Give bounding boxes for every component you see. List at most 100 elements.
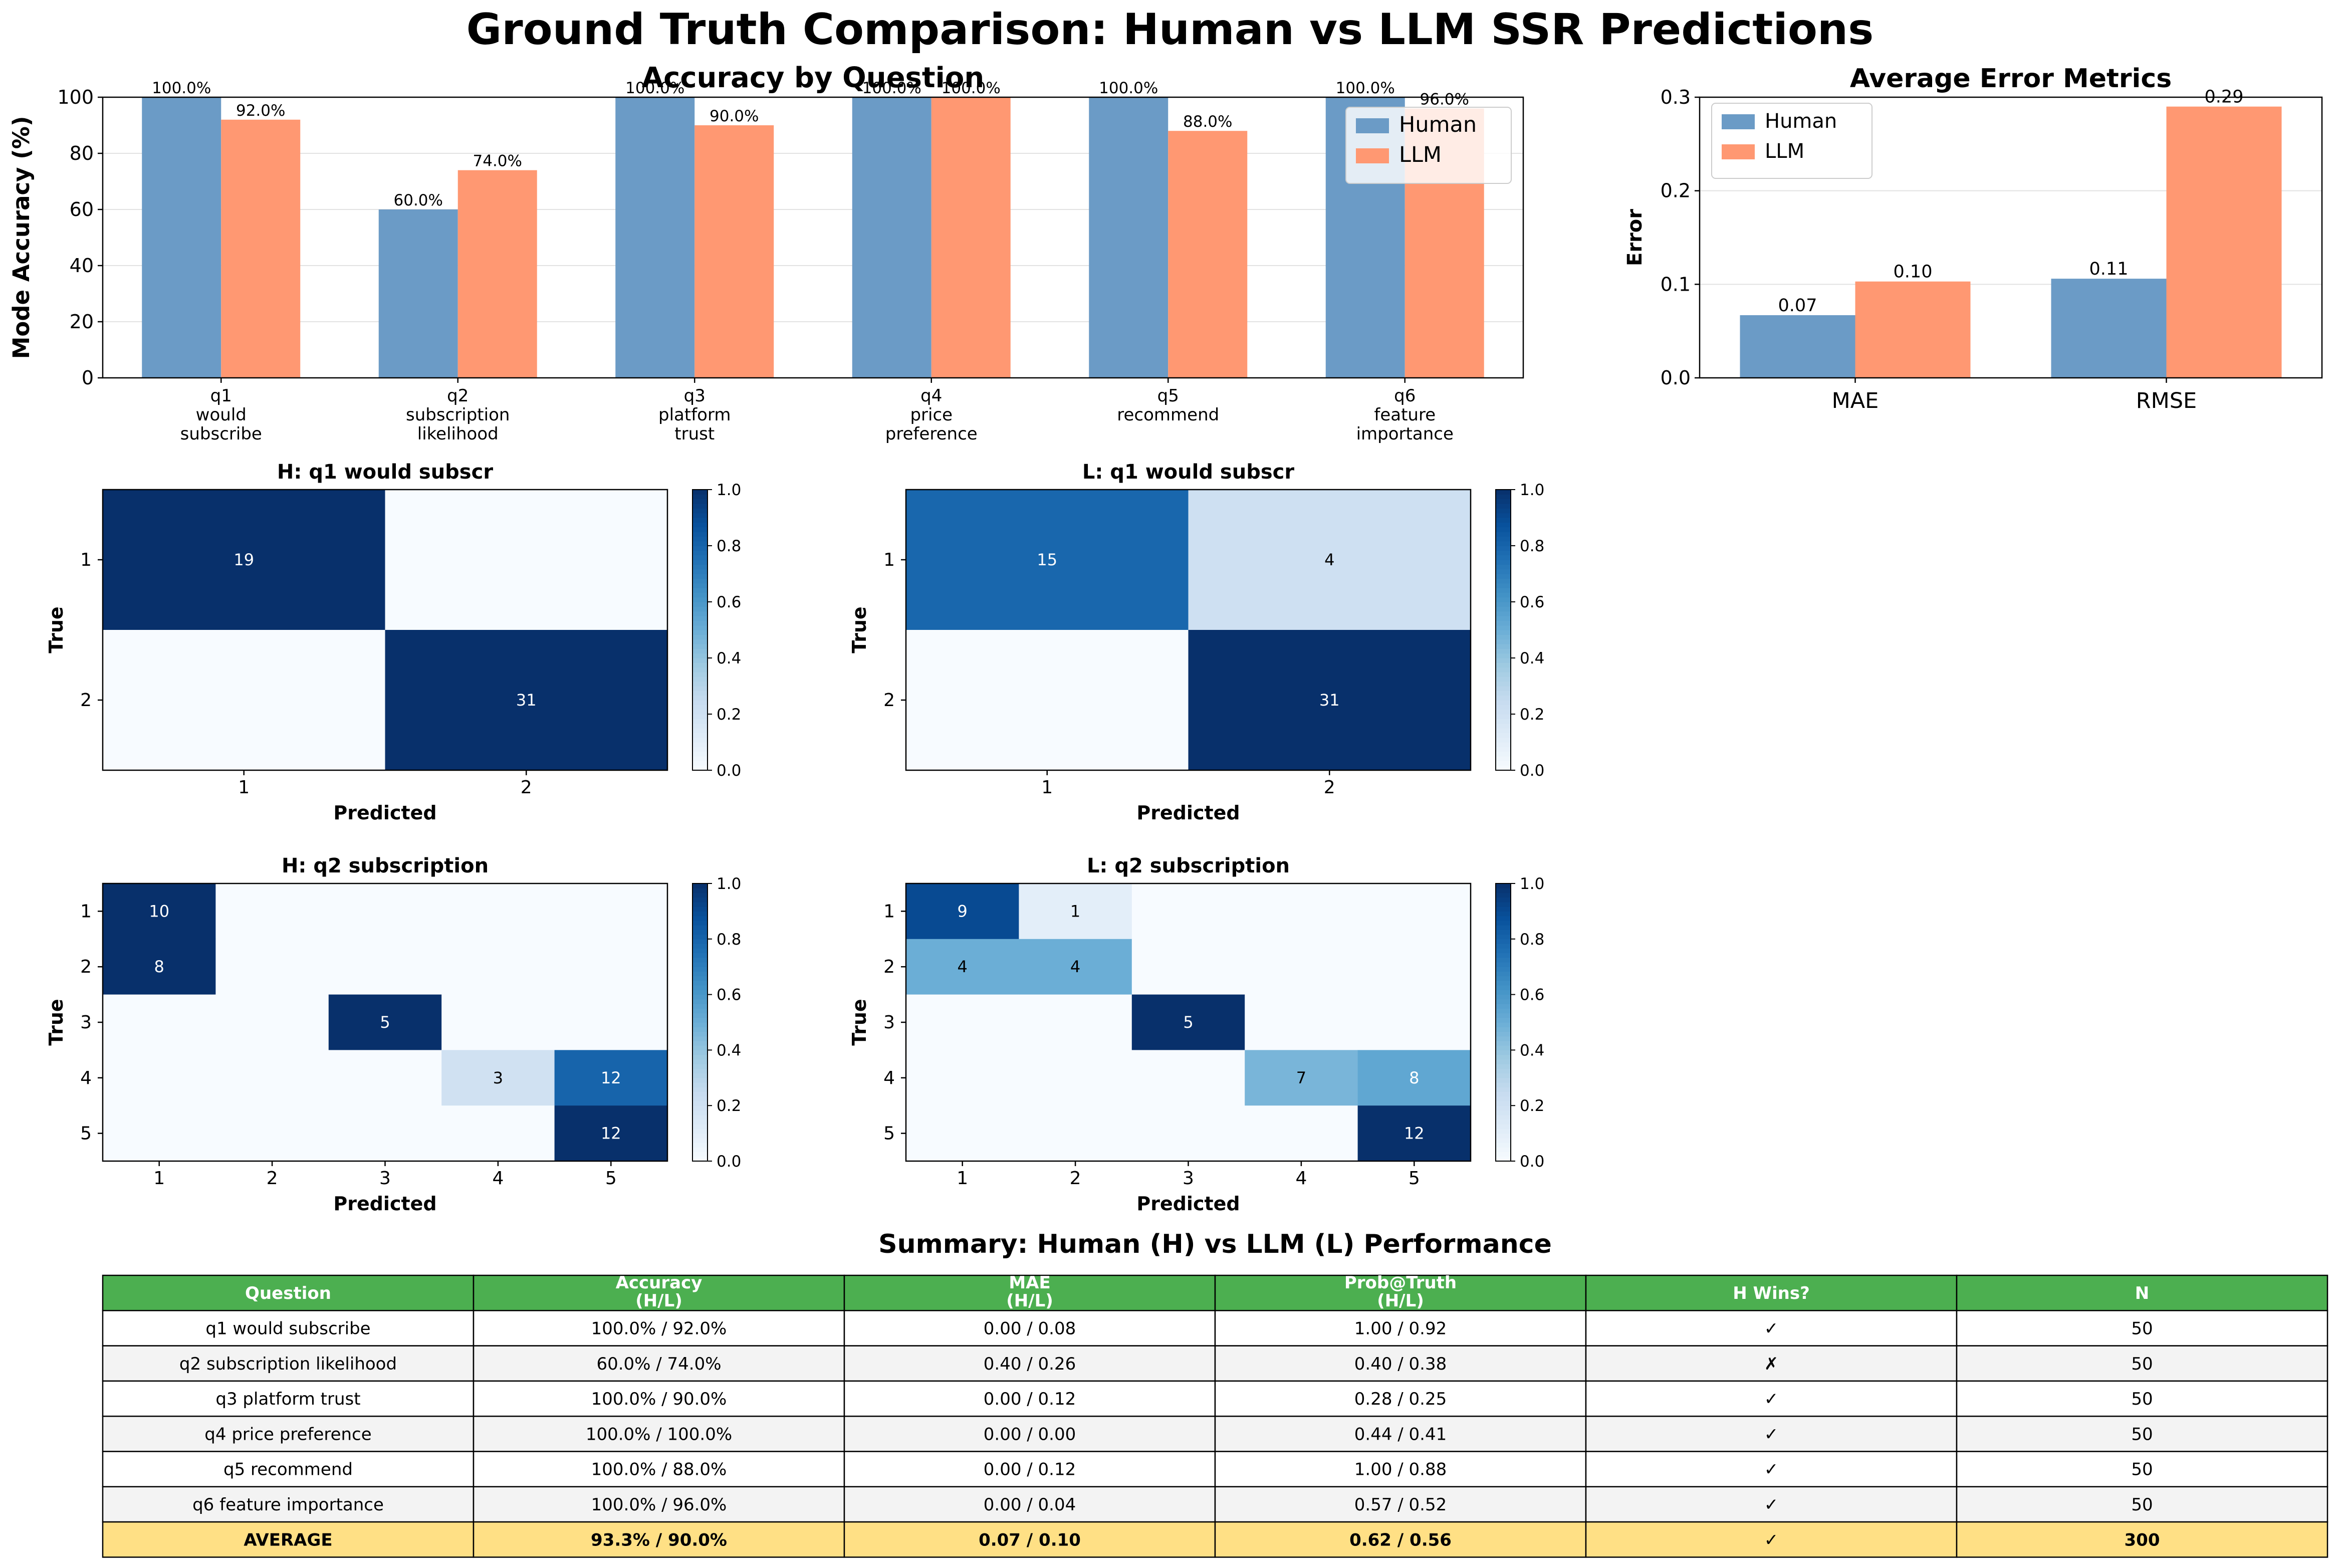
bar-human — [2051, 279, 2167, 378]
cell-value: 1 — [1070, 902, 1080, 921]
cell-value: 4 — [1324, 550, 1334, 569]
average-cell — [843, 1521, 1216, 1558]
table-cell — [473, 1310, 845, 1347]
colorbar-segment — [692, 962, 708, 967]
heatmap-cell — [441, 1105, 555, 1162]
x-tick-label: 4 — [1295, 1168, 1307, 1189]
colorbar-segment — [1496, 522, 1511, 528]
figure-title: Ground Truth Comparison: Human vs LLM SS… — [466, 5, 1874, 55]
colorbar-segment — [692, 980, 708, 986]
x-tick-label: recommend — [1117, 405, 1219, 425]
cell-value: 100.0% / 90.0% — [591, 1389, 727, 1409]
colorbar-segment — [1496, 1119, 1511, 1125]
table-cell — [1956, 1451, 2328, 1488]
colorbar-segment — [692, 1045, 708, 1050]
x-tick-label: q1 — [210, 386, 232, 406]
y-axis-label: True — [45, 999, 67, 1045]
colorbar-segment — [1496, 677, 1511, 682]
colorbar-segment — [1496, 602, 1511, 607]
heatmap-cell — [554, 1105, 668, 1162]
colorbar-segment — [1496, 994, 1511, 1000]
colorbar-segment — [692, 1082, 708, 1087]
header-label: H Wins? — [1733, 1283, 1810, 1303]
header-label: Accuracy — [616, 1273, 703, 1293]
colorbar-segment — [692, 611, 708, 616]
table-cell — [1585, 1380, 1958, 1417]
bar-human — [615, 97, 695, 378]
heatmap-cell — [906, 994, 1019, 1050]
colorbar-segment — [692, 1129, 708, 1134]
x-tick-label: trust — [674, 424, 715, 444]
cell-value: 1.00 / 0.92 — [1354, 1318, 1447, 1338]
colorbar-segment — [1496, 747, 1511, 752]
x-tick-label: feature — [1374, 405, 1436, 425]
header-cell — [1214, 1274, 1587, 1311]
colorbar-segment — [1496, 1064, 1511, 1069]
colorbar-segment — [1496, 948, 1511, 954]
colorbar-segment — [692, 1073, 708, 1078]
colorbar-segment — [1496, 892, 1511, 898]
colorbar-segment — [692, 976, 708, 981]
data-label: 100.0% — [1099, 79, 1158, 97]
heatmap-cell — [1245, 1050, 1358, 1106]
heatmap-frame — [102, 489, 668, 771]
data-label: 74.0% — [473, 152, 522, 170]
x-tick-label: 2 — [521, 777, 532, 798]
colorbar-segment — [692, 1059, 708, 1064]
heatmap-cell — [215, 994, 329, 1050]
colorbar-segment — [1496, 1110, 1511, 1115]
colorbar-label: 0.4 — [717, 649, 741, 667]
colorbar-segment — [692, 616, 708, 621]
colorbar-segment — [1496, 700, 1511, 705]
colorbar-label: 0.6 — [1520, 986, 1544, 1004]
colorbar-segment — [692, 709, 708, 715]
colorbar-segment — [692, 883, 708, 888]
colorbar-segment — [1496, 592, 1511, 598]
average-cell — [1956, 1521, 2328, 1558]
average-value: 0.07 / 0.10 — [979, 1530, 1081, 1550]
colorbar-label: 0.4 — [1520, 649, 1544, 667]
cell-value: ✓ — [1764, 1424, 1779, 1444]
colorbar-segment — [1496, 1050, 1511, 1055]
colorbar-segment — [692, 761, 708, 766]
cell-value: 0.00 / 0.12 — [984, 1460, 1076, 1480]
colorbar-segment — [692, 1138, 708, 1143]
table-cell — [102, 1486, 475, 1523]
heatmap-cell — [1245, 883, 1358, 940]
table-cell — [1956, 1415, 2328, 1452]
y-tick-label: 40 — [70, 255, 94, 277]
data-label: 0.07 — [1778, 296, 1817, 316]
table-cell — [843, 1486, 1216, 1523]
colorbar-segment — [692, 1096, 708, 1101]
heatmap-cell — [1188, 630, 1471, 771]
colorbar-segment — [692, 546, 708, 551]
heatmap-cell — [1019, 1105, 1132, 1162]
cell-value: q6 feature importance — [192, 1495, 384, 1515]
colorbar-label: 0.4 — [1520, 1041, 1544, 1059]
colorbar-segment — [1496, 494, 1511, 500]
cell-value: 0.00 / 0.12 — [984, 1389, 1076, 1409]
colorbar-segment — [1496, 1059, 1511, 1064]
header-cell — [473, 1274, 845, 1311]
colorbar-segment — [1496, 1040, 1511, 1046]
colorbar-segment — [692, 999, 708, 1004]
colorbar-segment — [692, 892, 708, 898]
cell-value: q4 price preference — [204, 1424, 371, 1444]
y-axis-label: True — [45, 606, 67, 653]
cell-value: 8 — [154, 957, 164, 976]
average-value: 0.62 / 0.56 — [1349, 1530, 1452, 1550]
colorbar-segment — [1496, 578, 1511, 584]
colorbar-segment — [692, 695, 708, 701]
colorbar-segment — [1496, 490, 1511, 495]
colorbar-segment — [692, 648, 708, 654]
colorbar-segment — [692, 527, 708, 532]
x-axis-label: Predicted — [1136, 802, 1240, 824]
cell-value: 9 — [958, 902, 968, 921]
x-tick-label: 2 — [1070, 1168, 1081, 1189]
colorbar-segment — [1496, 1096, 1511, 1101]
table-cell — [1956, 1345, 2328, 1382]
table-cell — [1585, 1415, 1958, 1452]
heatmap-cell — [328, 1050, 442, 1106]
colorbar-label: 1.0 — [717, 481, 741, 499]
colorbar-segment — [1496, 504, 1511, 509]
